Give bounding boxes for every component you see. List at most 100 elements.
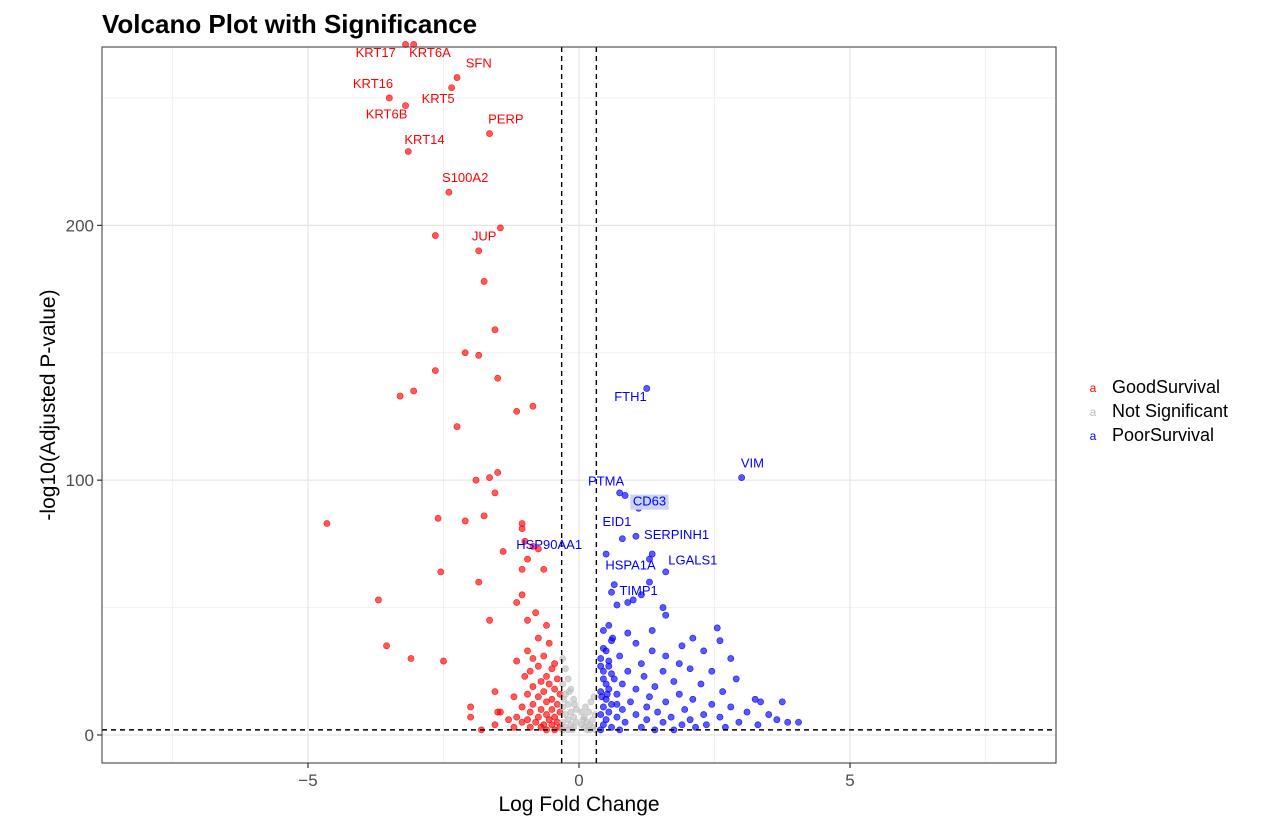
data-point xyxy=(629,596,637,604)
data-point xyxy=(437,568,445,576)
data-point xyxy=(486,616,493,624)
data-point xyxy=(491,326,499,334)
data-point xyxy=(597,655,605,662)
data-points xyxy=(323,41,802,734)
data-point xyxy=(605,622,613,629)
data-point xyxy=(602,550,610,558)
x-axis-title: Log Fold Change xyxy=(498,793,659,816)
data-point xyxy=(637,591,645,599)
data-point xyxy=(486,130,493,138)
data-point xyxy=(521,537,529,545)
data-point xyxy=(662,652,670,660)
data-point xyxy=(494,708,502,716)
gene-label: HSP90AA1 xyxy=(516,537,582,552)
data-point xyxy=(697,680,705,688)
gene-label: KRT5 xyxy=(422,91,455,106)
gene-label: S100A2 xyxy=(442,170,488,185)
data-point xyxy=(410,387,418,395)
data-point xyxy=(689,695,697,703)
data-point xyxy=(499,548,507,555)
legend-key: a xyxy=(1090,405,1097,419)
data-point xyxy=(513,407,521,415)
data-point xyxy=(402,41,409,48)
data-point xyxy=(716,637,724,645)
data-point xyxy=(662,611,670,619)
data-point xyxy=(448,84,456,92)
data-point xyxy=(475,578,483,586)
data-point xyxy=(375,596,382,604)
data-point xyxy=(778,698,786,706)
data-point xyxy=(524,716,531,724)
data-point xyxy=(534,545,542,553)
data-point xyxy=(624,629,632,637)
data-point xyxy=(513,599,521,606)
chart-title: Volcano Plot with Significance xyxy=(102,9,477,39)
gene-label: HSPA1A xyxy=(605,557,656,572)
threshold-lines xyxy=(102,47,1056,763)
data-point xyxy=(543,672,550,680)
data-point xyxy=(529,402,537,410)
data-point xyxy=(643,703,651,711)
data-point xyxy=(553,675,561,683)
data-point xyxy=(659,667,667,675)
data-point xyxy=(545,680,553,688)
data-point xyxy=(564,675,572,683)
data-point xyxy=(559,655,567,662)
gene-label: LGALS1 xyxy=(668,552,717,567)
y-tick-label: 100 xyxy=(66,471,94,490)
data-point xyxy=(624,667,632,675)
legend-key: a xyxy=(1090,429,1097,443)
data-point xyxy=(551,685,559,693)
data-point xyxy=(605,662,613,670)
data-point xyxy=(534,634,542,642)
data-point xyxy=(670,678,678,685)
data-point xyxy=(582,703,589,711)
data-point xyxy=(480,278,488,285)
data-point xyxy=(678,642,686,650)
data-point xyxy=(640,672,648,680)
data-point xyxy=(678,721,686,729)
data-point xyxy=(467,703,474,711)
data-point xyxy=(662,568,670,576)
data-point xyxy=(754,721,762,729)
data-point xyxy=(431,367,439,375)
data-point xyxy=(548,695,556,703)
data-point xyxy=(540,565,548,573)
data-point xyxy=(396,392,404,400)
data-point xyxy=(526,667,534,675)
y-tick-label: 0 xyxy=(85,726,94,745)
data-point xyxy=(621,718,629,726)
data-point xyxy=(651,683,659,690)
data-point xyxy=(532,718,540,726)
data-point xyxy=(587,698,595,706)
data-point xyxy=(453,74,461,81)
x-axis: −5 0 5 xyxy=(298,763,855,790)
data-point xyxy=(571,700,579,708)
data-point xyxy=(735,718,743,726)
data-point xyxy=(445,188,453,196)
data-point xyxy=(529,543,537,550)
data-point xyxy=(510,723,518,731)
data-point xyxy=(467,713,474,721)
data-point xyxy=(610,581,618,589)
gene-label: KRT16 xyxy=(353,76,393,91)
data-point xyxy=(700,647,708,655)
data-point xyxy=(675,690,683,698)
data-point xyxy=(518,591,526,599)
data-point xyxy=(486,474,493,482)
data-point xyxy=(434,514,442,522)
data-point xyxy=(613,690,621,698)
data-point xyxy=(618,680,626,688)
data-point xyxy=(491,489,499,497)
data-point xyxy=(713,624,721,632)
legend-item-label: PoorSurvival xyxy=(1112,425,1214,445)
data-point xyxy=(540,688,548,696)
gene-label: PERP xyxy=(488,111,523,126)
gene-label: KRT6B xyxy=(366,106,408,121)
data-point xyxy=(659,718,667,726)
data-point xyxy=(702,721,710,729)
data-point xyxy=(440,657,447,665)
data-point xyxy=(618,706,626,713)
y-axis-title: -log10(Adjusted P-value) xyxy=(37,289,60,520)
gene-label: PTMA xyxy=(588,473,624,488)
